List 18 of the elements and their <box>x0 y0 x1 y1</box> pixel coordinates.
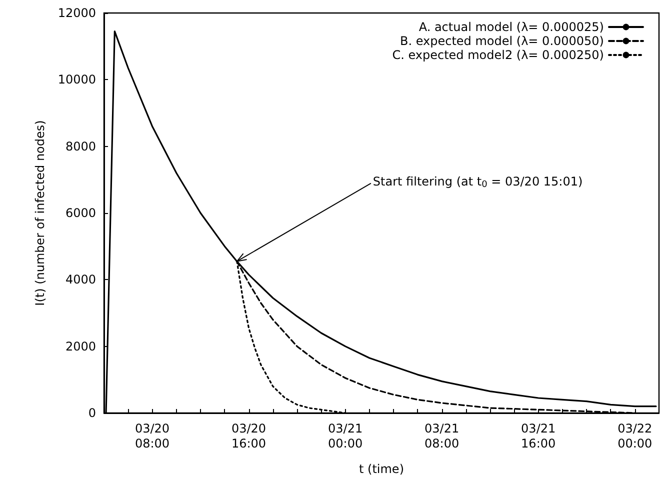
y-tick-label: 6000 <box>65 206 96 220</box>
x-tick-label: 03/21 16:00 <box>521 422 556 450</box>
x-tick-label: 03/20 08:00 <box>134 422 170 450</box>
legend-label: A. actual model (λ= 0.000025) <box>418 20 604 34</box>
y-tick-label: 2000 <box>65 339 96 354</box>
y-tick-label: 12000 <box>58 6 96 20</box>
x-tick-label: 03/22 00:00 <box>618 422 652 450</box>
legend-label: B. expected model (λ= 0.000050) <box>400 34 604 48</box>
y-tick-label: 8000 <box>65 139 96 154</box>
x-tick-label: 03/21 08:00 <box>424 422 460 450</box>
legend-label: C. expected model2 (λ= 0.000250) <box>392 48 604 62</box>
y-tick-label: 4000 <box>65 272 96 287</box>
x-axis-title: t (time) <box>359 462 404 476</box>
y-axis-title: I(t) (number of infected nodes) <box>33 120 47 306</box>
x-tick-label: 03/20 16:00 <box>231 422 266 450</box>
y-tick-label: 0 <box>88 406 96 420</box>
y-tick-label: 10000 <box>58 72 96 87</box>
x-tick-label: 03/21 00:00 <box>328 422 363 450</box>
